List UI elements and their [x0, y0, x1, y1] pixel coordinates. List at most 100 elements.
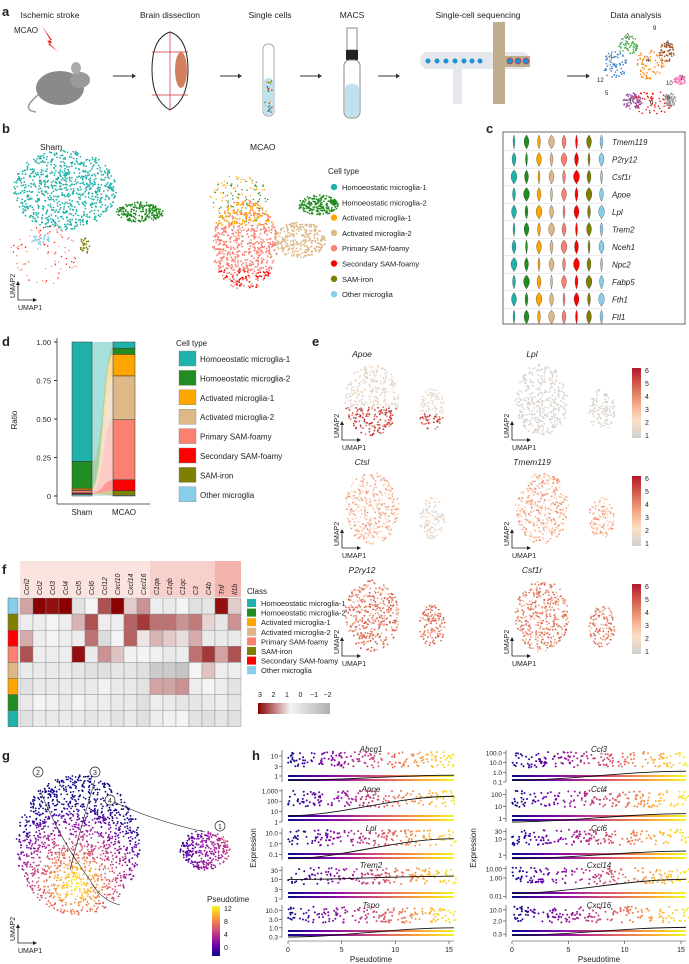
mcao-point	[236, 264, 239, 267]
sham-point	[94, 159, 97, 162]
mcao-point	[294, 221, 297, 224]
feature-point	[376, 415, 378, 418]
mcao-point	[227, 204, 230, 207]
feature-point	[383, 400, 386, 403]
mcao-point	[258, 198, 261, 200]
mcao-point	[238, 227, 241, 230]
feature-point	[532, 403, 535, 406]
cluster-point	[683, 77, 685, 80]
mcao-point	[259, 250, 262, 252]
feature-point	[555, 375, 558, 378]
feature-point	[377, 401, 380, 403]
sham-point	[78, 163, 80, 166]
feature-point	[388, 391, 390, 393]
feature-point	[372, 507, 374, 510]
arrowhead-icon	[16, 281, 37, 302]
mcao-point	[218, 243, 221, 245]
feature-point	[397, 513, 399, 515]
feature-point	[436, 518, 439, 521]
sham-point	[72, 189, 75, 192]
legend-swatch-homeo1	[178, 350, 197, 367]
sham-point	[48, 215, 50, 218]
feature-point	[384, 392, 387, 394]
sham-point	[89, 181, 92, 184]
mcao-point	[292, 242, 295, 245]
mcao-point	[238, 278, 241, 281]
sham-point	[130, 220, 133, 223]
mcao-point	[276, 239, 279, 242]
mcao-point	[307, 248, 310, 251]
feature-point	[551, 491, 554, 494]
sham-point	[85, 240, 88, 243]
sham-point	[42, 170, 44, 172]
feature-point	[384, 506, 387, 508]
mcao-point	[269, 237, 272, 240]
cluster-point	[663, 42, 666, 45]
feature-point	[367, 490, 370, 492]
sham-point	[70, 165, 73, 168]
mcao-point	[255, 259, 258, 262]
feature-point	[562, 496, 565, 499]
cluster-point	[619, 50, 621, 52]
sham-point	[145, 201, 148, 204]
mcao-point	[274, 242, 276, 244]
sham-point	[154, 205, 157, 208]
cluster-point	[678, 74, 681, 77]
mcao-point	[241, 253, 244, 256]
feature-point	[436, 522, 439, 524]
feature-point	[419, 409, 422, 412]
mcao-point	[317, 248, 320, 251]
feature-point	[434, 518, 437, 521]
feature-point	[383, 390, 385, 393]
feature-point	[606, 423, 609, 425]
mcao-point	[318, 230, 320, 232]
bar-segment-homeo1	[71, 341, 93, 462]
feature-point	[525, 413, 528, 416]
violin-other	[600, 257, 603, 272]
feature-point	[607, 397, 610, 399]
sham-point	[99, 166, 102, 169]
feature-point	[524, 513, 527, 515]
mcao-point	[231, 229, 234, 232]
sham-point	[69, 218, 72, 221]
alluvium-other	[92, 494, 113, 496]
violin-secondary	[574, 187, 579, 202]
cluster-point	[609, 64, 611, 66]
mcao-point	[222, 185, 224, 187]
sham-point	[25, 203, 27, 205]
feature-point	[372, 490, 375, 492]
feature-point	[525, 379, 527, 381]
feature-point	[382, 431, 384, 434]
feature-point	[362, 394, 365, 397]
sham-point	[75, 208, 78, 211]
feature-point	[377, 536, 380, 539]
sham-point	[35, 240, 38, 242]
sham-point	[100, 193, 103, 195]
feature-point	[437, 419, 440, 422]
cluster-point	[676, 82, 678, 84]
feature-point	[429, 534, 432, 537]
feature-point	[554, 413, 557, 416]
mcao-point	[253, 257, 256, 260]
sham-point	[52, 223, 54, 226]
feature-point	[433, 517, 436, 519]
sham-point	[37, 188, 40, 190]
sham-point	[110, 175, 113, 177]
feature-point	[396, 405, 399, 408]
feature-point	[382, 367, 385, 369]
violin-act2	[549, 204, 554, 220]
feature-point	[606, 414, 608, 416]
mcao-point	[248, 241, 251, 244]
feature-point	[369, 542, 372, 545]
cluster-point	[620, 38, 623, 40]
arrow-icon	[318, 73, 322, 79]
sham-point	[64, 167, 66, 170]
cluster-point	[630, 42, 633, 44]
step-label: Single cells	[249, 10, 292, 20]
mcao-point	[273, 236, 276, 239]
mcao-point	[236, 213, 239, 216]
feature-point	[541, 430, 544, 433]
mouse-head-icon	[70, 72, 90, 88]
mcao-point	[250, 242, 253, 244]
mcao-point	[217, 224, 219, 227]
